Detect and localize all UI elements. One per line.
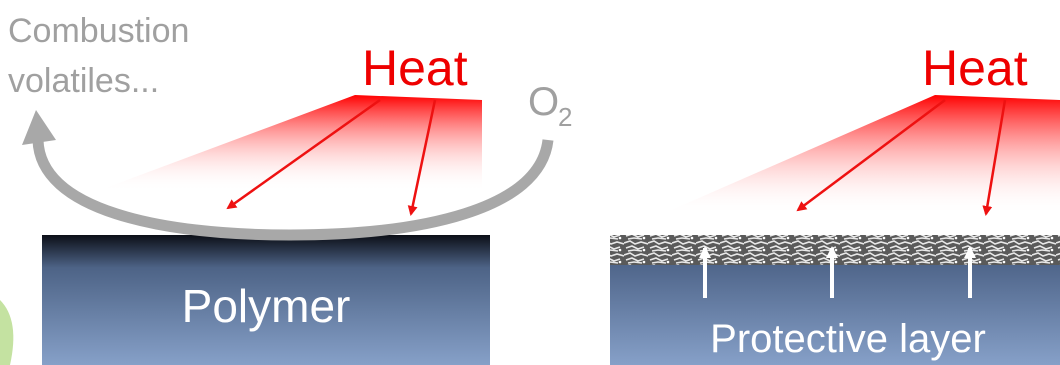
oxygen-symbol: O [528,80,559,124]
right-panel: Heat Protective layer [610,40,1060,365]
volatiles-label: volatiles... [8,62,159,100]
layer-label: Protective layer [710,317,986,361]
volatiles-label: Combustion [8,12,189,50]
edge-decoration [0,300,13,365]
heat-label: Heat [362,40,468,96]
diagram: Combustion volatiles... Heat O 2 Polymer… [0,0,1060,365]
protective-layer-band [610,235,1060,265]
cycle-arrowhead [22,110,56,145]
left-panel: Combustion volatiles... Heat O 2 Polymer [0,12,572,365]
heat-wedge [95,95,482,192]
material-label: Polymer [182,280,351,332]
heat-label: Heat [922,40,1028,96]
oxygen-subscript: 2 [558,102,572,132]
heat-wedge [660,95,1060,215]
